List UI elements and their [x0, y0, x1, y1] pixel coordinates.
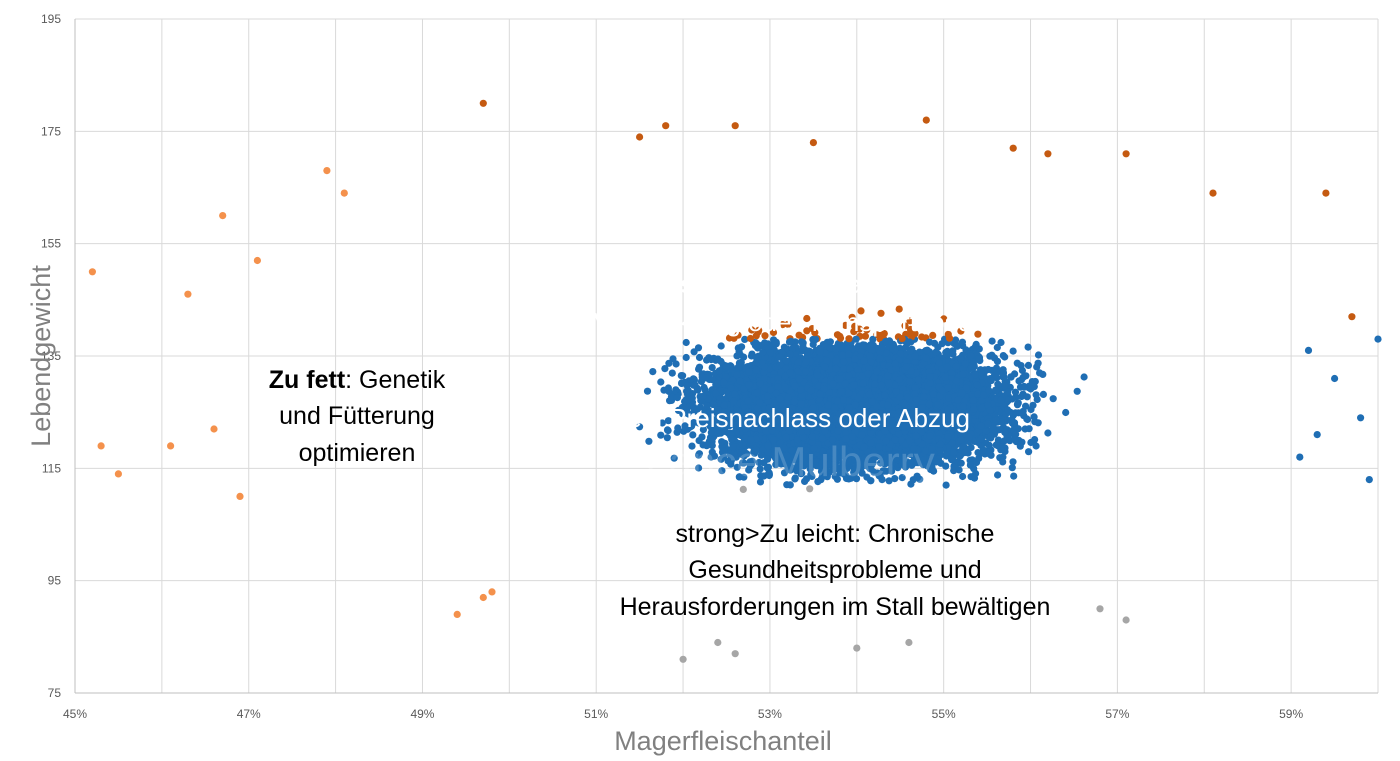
scatter-point: [682, 353, 690, 362]
scatter-point: [1024, 343, 1032, 351]
scatter-point: [695, 353, 704, 362]
scatter-point: [677, 372, 685, 380]
scatter-point: [1025, 448, 1033, 456]
grid-lines: [74, 18, 1379, 694]
scatter-point: [741, 335, 749, 343]
scatter-point: [1062, 408, 1070, 417]
scatter-point: [668, 369, 676, 377]
scatter-point: [663, 426, 672, 434]
scatter-point: [658, 419, 666, 427]
scatter-point: [997, 338, 1005, 347]
scatter-point: [1034, 351, 1043, 359]
data-points: [88, 99, 1382, 663]
scatter-point: [1013, 359, 1021, 367]
